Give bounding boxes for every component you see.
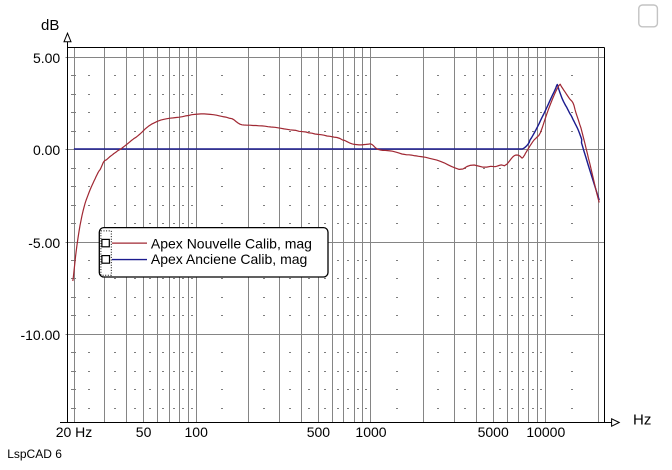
svg-text:-5.00: -5.00	[28, 235, 60, 251]
svg-text:1000: 1000	[355, 424, 386, 440]
svg-text:LspCAD 6: LspCAD 6	[7, 447, 62, 461]
svg-text:Apex Nouvelle Calib, mag: Apex Nouvelle Calib, mag	[151, 235, 312, 251]
svg-text:0.00: 0.00	[33, 142, 60, 158]
svg-text:20 Hz: 20 Hz	[56, 424, 93, 440]
svg-text:-10.00: -10.00	[20, 327, 60, 343]
svg-text:10000: 10000	[526, 424, 565, 440]
svg-text:Hz: Hz	[633, 412, 651, 429]
svg-text:100: 100	[185, 424, 209, 440]
svg-text:500: 500	[307, 424, 331, 440]
svg-text:Apex Anciene Calib, mag: Apex Anciene Calib, mag	[151, 251, 307, 267]
svg-text:dB: dB	[41, 17, 59, 34]
svg-text:5.00: 5.00	[33, 50, 60, 66]
svg-text:5000: 5000	[478, 424, 509, 440]
svg-text:50: 50	[136, 424, 152, 440]
